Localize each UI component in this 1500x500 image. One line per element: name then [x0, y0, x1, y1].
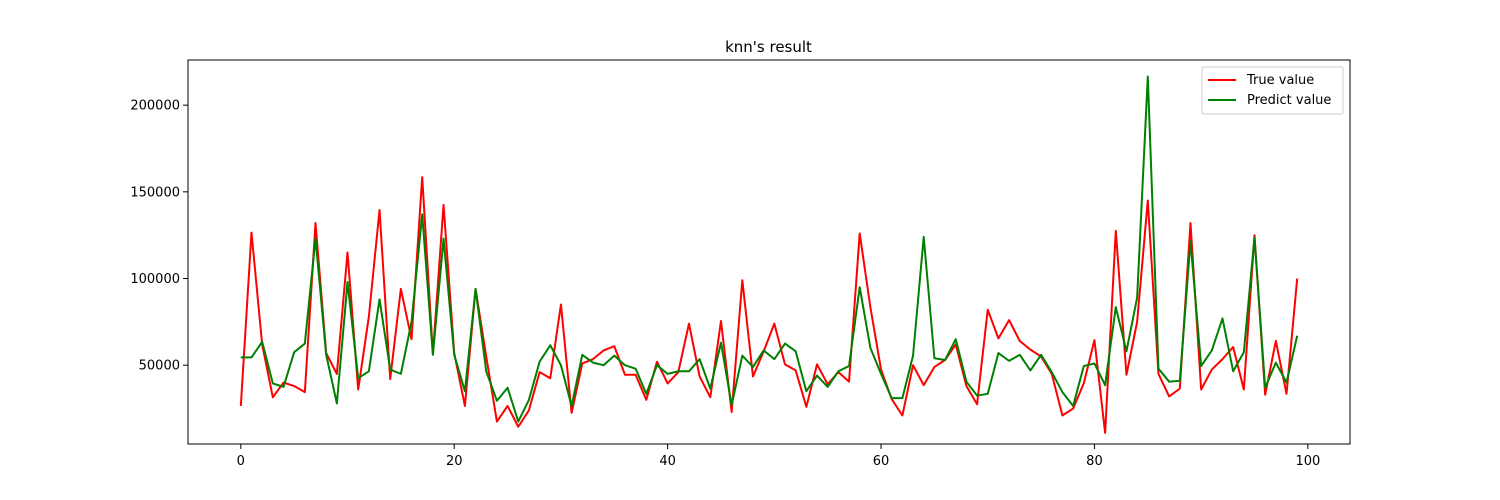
chart-title: knn's result — [725, 38, 812, 56]
y-tick-label: 100000 — [130, 272, 180, 287]
series-line-true-value — [239, 176, 1299, 434]
y-axis: 50000 100000 150000 200000 — [130, 99, 188, 374]
x-axis: 0 20 40 60 80 100 — [237, 444, 1320, 469]
legend-predict-value-label: Predict value — [1247, 93, 1331, 108]
y-tick-label: 200000 — [130, 99, 180, 114]
legend-box — [1201, 66, 1344, 115]
legend: True value Predict value — [1201, 66, 1344, 115]
x-tick-label: 0 — [237, 454, 245, 469]
x-tick-label: 40 — [659, 454, 676, 469]
x-tick-label: 80 — [1086, 454, 1103, 469]
y-tick-label: 150000 — [130, 185, 180, 200]
x-tick-label: 100 — [1295, 454, 1320, 469]
plot-area-frame — [187, 59, 1351, 445]
x-tick-label: 20 — [446, 454, 463, 469]
legend-true-value-label: True value — [1246, 73, 1314, 88]
series-line-predict-value — [240, 75, 1299, 423]
series-lines — [239, 75, 1299, 434]
x-tick-label: 60 — [873, 454, 890, 469]
y-tick-label: 50000 — [139, 359, 180, 374]
